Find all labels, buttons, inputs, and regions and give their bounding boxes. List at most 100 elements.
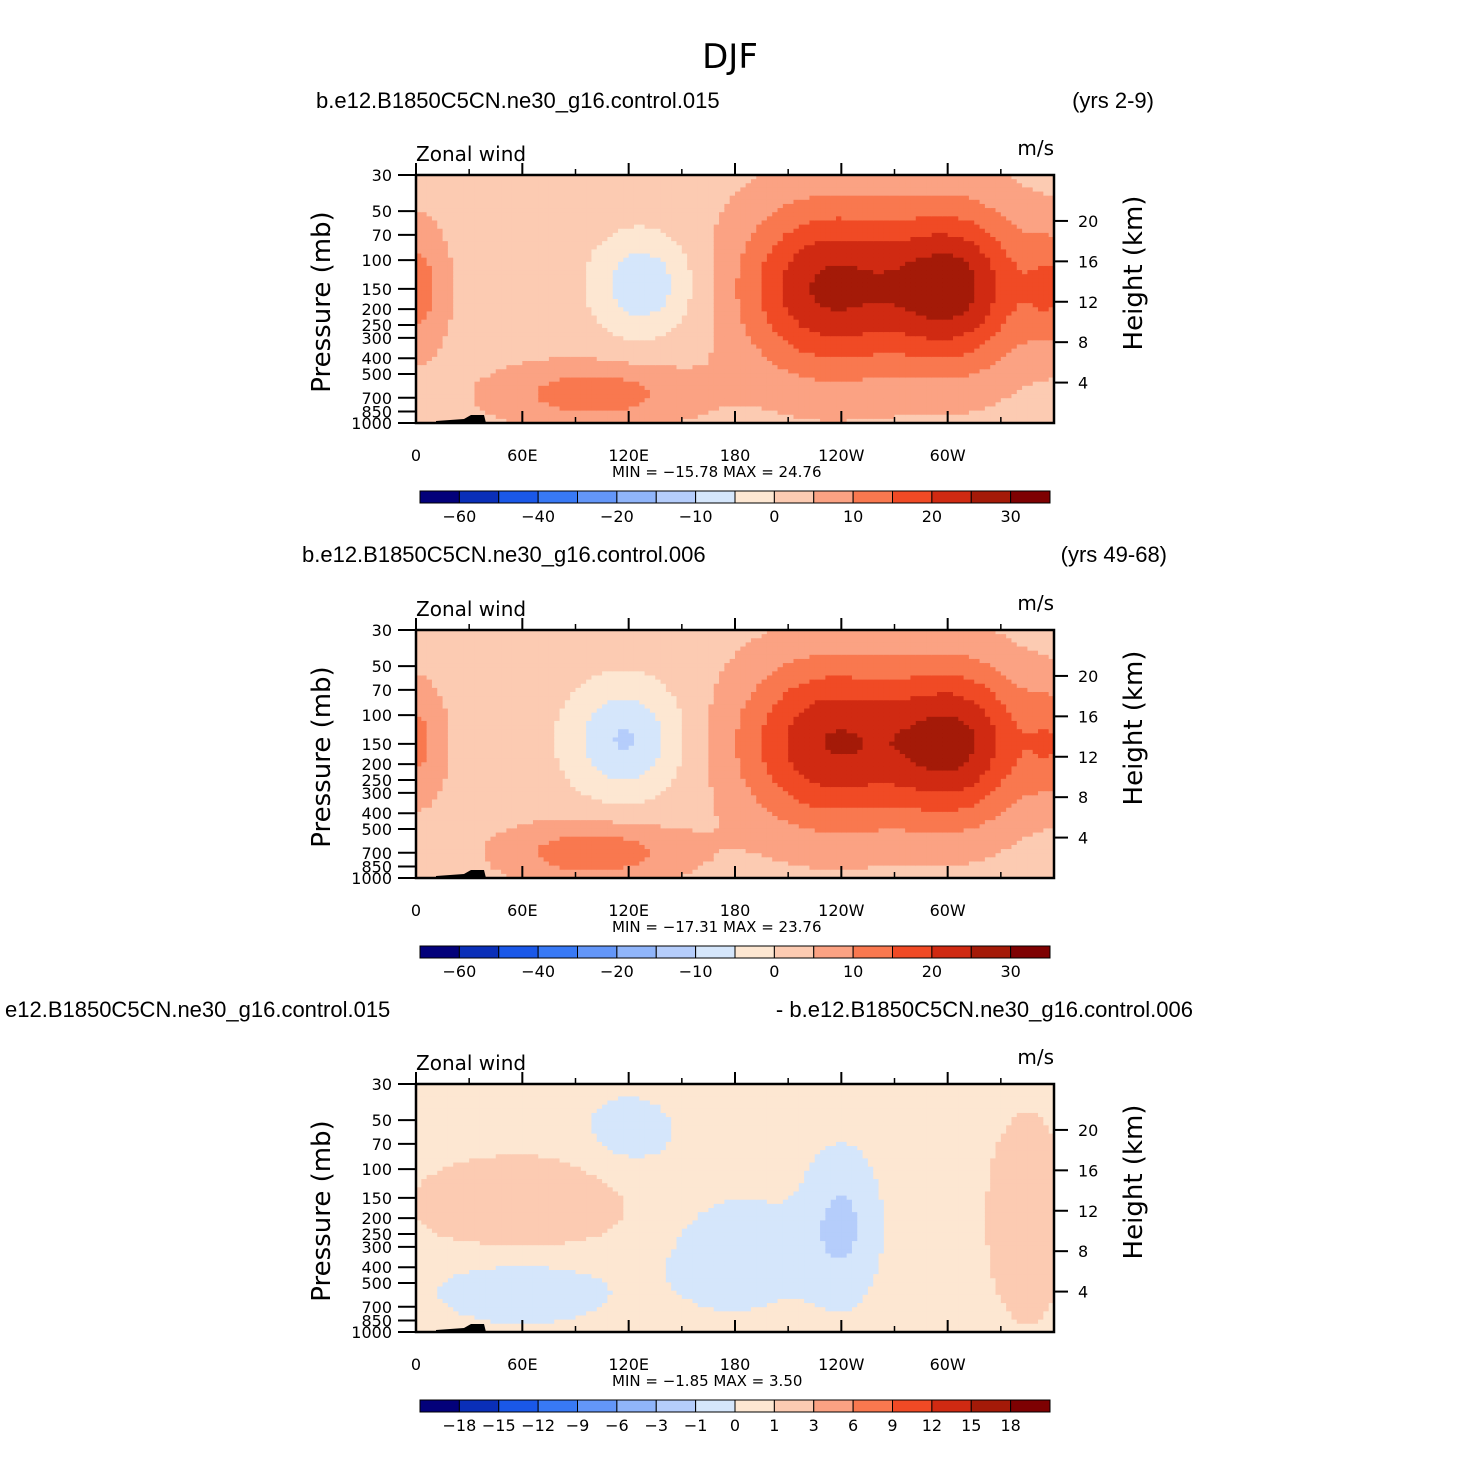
field-cell [687,282,694,288]
field-cell [724,286,731,292]
field-cell [485,348,492,354]
field-cell [586,257,593,263]
field-cell [820,216,826,222]
field-cell [830,175,837,180]
field-cell [703,228,710,234]
field-cell [575,348,582,354]
field-cell [777,356,784,362]
field-cell [416,377,422,383]
field-cell [697,381,704,387]
field-cell [548,323,555,329]
field-cell [623,340,630,346]
field-cell [618,394,624,399]
field-cell [623,278,630,284]
field-cell [772,183,779,188]
field-cell [655,265,662,271]
field-cell [458,294,465,300]
field-cell [511,402,518,408]
field-cell [426,369,433,374]
field-cell [506,299,513,304]
field-cell [655,389,662,395]
field-cell [761,212,768,217]
field-cell [660,410,667,416]
field-cell [532,191,539,197]
field-cell [719,414,725,420]
field-cell [570,307,577,312]
field-cell [729,274,736,279]
field-cell [687,323,694,329]
field-cell [692,319,699,325]
field-cell [788,253,795,259]
field-cell [458,274,465,279]
field-cell [836,294,842,300]
field-cell [506,212,513,217]
field-cell [639,220,646,226]
field-cell [623,398,630,403]
field-cell [745,216,752,222]
field-cell [740,377,747,383]
field-cell [665,410,672,416]
field-cell [628,179,635,184]
field-cell [660,319,667,325]
field-cell [703,361,710,366]
field-cell [740,232,747,238]
field-cell [612,352,619,358]
field-cell [490,203,497,209]
field-cell [729,253,736,259]
field-cell [697,336,704,341]
field-cell [596,377,603,383]
field-cell [681,323,688,329]
field-cell [527,394,534,399]
field-cell [570,208,577,213]
field-cell [649,270,656,275]
field-cell [527,348,534,354]
field-cell [713,183,720,188]
field-cell [421,361,428,366]
field-cell [708,336,715,341]
field-cell [591,323,598,329]
field-cell [788,220,795,226]
field-cell [756,183,763,188]
field-cell [719,232,725,238]
field-cell [851,332,858,337]
field-cell [703,245,710,250]
field-cell [559,179,566,184]
field-cell [836,369,842,374]
field-cell [814,274,821,279]
field-cell [756,179,763,184]
field-cell [453,191,460,197]
field-cell [809,175,816,180]
field-cell [607,348,614,354]
field-cell [479,398,486,403]
field-cell [431,203,438,209]
field-cell [474,216,481,222]
field-cell [532,311,539,317]
field-cell [809,356,816,362]
field-cell [527,179,534,184]
field-cell [750,199,757,205]
field-cell [485,303,492,308]
field-cell [719,377,725,383]
field-cell [713,195,720,201]
field-cell [735,270,741,275]
field-cell [602,373,608,379]
field-cell [431,361,438,366]
field-cell [437,319,444,325]
field-cell [511,245,518,250]
field-cell [671,220,678,226]
field-cell [554,179,561,184]
field-cell [793,365,800,370]
field-cell [719,418,725,423]
field-cell [750,212,757,217]
field-cell [703,406,710,412]
field-cell [687,249,694,255]
field-cell [575,216,582,222]
field-cell [798,294,805,300]
field-cell [447,187,454,193]
field-cell [618,389,624,395]
field-cell [447,216,454,222]
field-cell [416,199,422,205]
field-cell [416,286,422,292]
field-cell [687,203,694,209]
field-cell [591,327,598,333]
